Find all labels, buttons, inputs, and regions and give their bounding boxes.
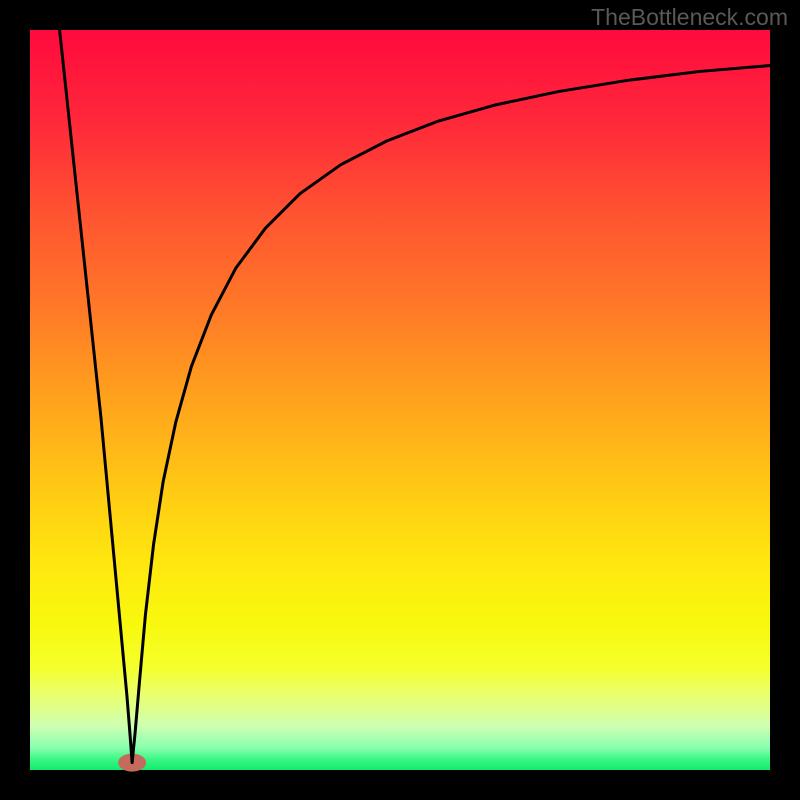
bottleneck-chart xyxy=(0,0,800,800)
watermark-text: TheBottleneck.com xyxy=(591,4,788,31)
